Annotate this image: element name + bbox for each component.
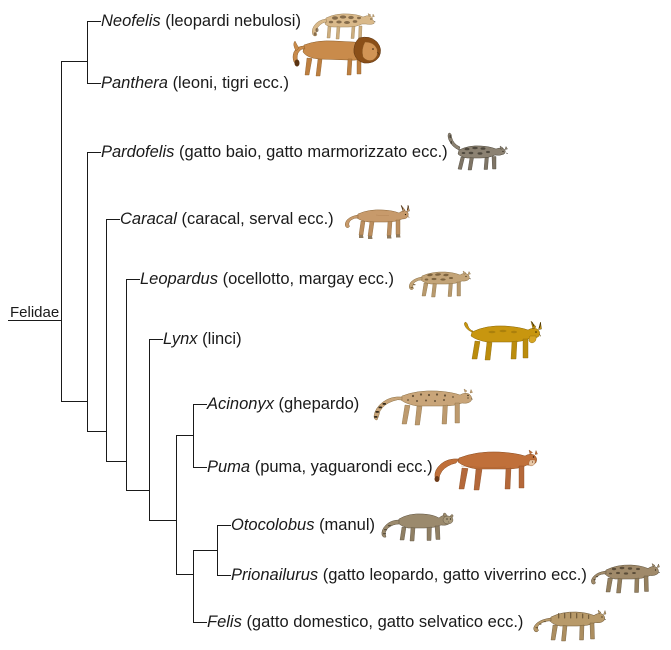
node-otocolobus-prionailurus-spine xyxy=(217,525,218,576)
domestic-cat-icon xyxy=(530,596,618,648)
pallas-cat-icon xyxy=(377,501,459,549)
common-names: (leopardi nebulosi) xyxy=(165,11,301,30)
branch-leaf-felis xyxy=(193,622,207,623)
genus-name: Prionailurus xyxy=(231,565,319,584)
node-puma-felis-spine xyxy=(176,435,177,575)
leopard-cat-icon xyxy=(586,550,670,600)
leaf-label-leopardus: Leopardus (ocellotto, margay ecc.) xyxy=(140,271,394,288)
genus-name: Acinonyx xyxy=(207,394,274,413)
common-names: (ghepardo) xyxy=(278,394,360,413)
branch-leaf-panthera xyxy=(87,83,101,84)
genus-name: Otocolobus xyxy=(231,515,315,534)
leaf-label-felis: Felis (gatto domestico, gatto selvatico … xyxy=(207,614,523,631)
lynx-icon xyxy=(457,310,549,368)
branch-to-leopardus-clade xyxy=(106,461,126,462)
common-names: (caracal, serval ecc.) xyxy=(181,209,334,228)
puma-icon xyxy=(431,436,541,498)
genus-name: Neofelis xyxy=(101,11,161,30)
node-felinae-spine xyxy=(87,152,88,432)
branch-leaf-lynx xyxy=(149,339,163,340)
cheetah-icon xyxy=(367,376,482,432)
genus-name: Lynx xyxy=(163,329,198,348)
branch-leaf-caracal xyxy=(106,219,120,220)
genus-name: Pardofelis xyxy=(101,142,175,161)
node-felis-clade-spine xyxy=(193,550,194,622)
leaf-label-panthera: Panthera (leoni, tigri ecc.) xyxy=(101,75,289,92)
branch-to-caracal-clade xyxy=(87,431,106,432)
common-names: (manul) xyxy=(319,515,375,534)
branch-to-felinae xyxy=(61,401,87,402)
node-pantherinae-spine xyxy=(87,21,88,84)
branch-leaf-neofelis xyxy=(87,21,101,22)
branch-to-lynx-clade xyxy=(126,490,149,491)
node-felidae-spine xyxy=(61,61,62,401)
branch-to-acinonyx-puma xyxy=(176,435,193,436)
branch-leaf-prionailurus xyxy=(217,575,231,576)
branch-to-otocolobus-prionailurus xyxy=(193,550,217,551)
leaf-label-pardofelis: Pardofelis (gatto baio, gatto marmorizza… xyxy=(101,144,448,161)
genus-name: Felis xyxy=(207,612,242,631)
leaf-label-otocolobus: Otocolobus (manul) xyxy=(231,517,375,534)
leaf-label-prionailurus: Prionailurus (gatto leopardo, gatto vive… xyxy=(231,567,587,584)
common-names: (leoni, tigri ecc.) xyxy=(172,73,290,92)
leaf-label-neofelis: Neofelis (leopardi nebulosi) xyxy=(101,13,301,30)
clouded-leopard-icon xyxy=(306,0,381,48)
node-leopardus-clade-spine xyxy=(126,279,127,491)
genus-name: Puma xyxy=(207,457,251,476)
branch-leaf-otocolobus xyxy=(217,525,231,526)
branch-leaf-acinonyx xyxy=(193,404,207,405)
common-names: (gatto leopardo, gatto viverrino ecc.) xyxy=(322,565,587,584)
genus-name: Caracal xyxy=(120,209,177,228)
node-acinonyx-puma-spine xyxy=(193,404,194,468)
branch-leaf-pardofelis xyxy=(87,152,101,153)
common-names: (gatto baio, gatto marmorizzato ecc.) xyxy=(178,142,448,161)
genus-name: Leopardus xyxy=(140,269,218,288)
root-label-felidae: Felidae xyxy=(10,305,59,320)
leaf-label-caracal: Caracal (caracal, serval ecc.) xyxy=(120,211,334,228)
common-names: (puma, yaguarondi ecc.) xyxy=(254,457,433,476)
caracal-icon xyxy=(341,195,417,243)
common-names: (linci) xyxy=(202,329,242,348)
ocelot-icon xyxy=(404,257,479,303)
leaf-label-acinonyx: Acinonyx (ghepardo) xyxy=(207,396,359,413)
genus-name: Panthera xyxy=(101,73,168,92)
branch-to-puma-felis-clade xyxy=(149,520,176,521)
branch-leaf-leopardus xyxy=(126,279,140,280)
common-names: (gatto domestico, gatto selvatico ecc.) xyxy=(246,612,524,631)
root-label-text: Felidae xyxy=(10,304,60,321)
branch-to-pantherinae xyxy=(61,61,87,62)
branch-leaf-puma xyxy=(193,467,207,468)
leaf-label-puma: Puma (puma, yaguarondi ecc.) xyxy=(207,459,433,476)
leaf-label-lynx: Lynx (linci) xyxy=(163,331,242,348)
root-branch xyxy=(8,320,62,321)
branch-to-felis-clade xyxy=(176,574,193,575)
lion-icon xyxy=(289,21,387,83)
node-lynx-clade-spine xyxy=(149,339,150,521)
marbled-cat-icon xyxy=(441,130,513,176)
node-caracal-clade-spine xyxy=(106,219,107,462)
common-names: (ocellotto, margay ecc.) xyxy=(222,269,395,288)
